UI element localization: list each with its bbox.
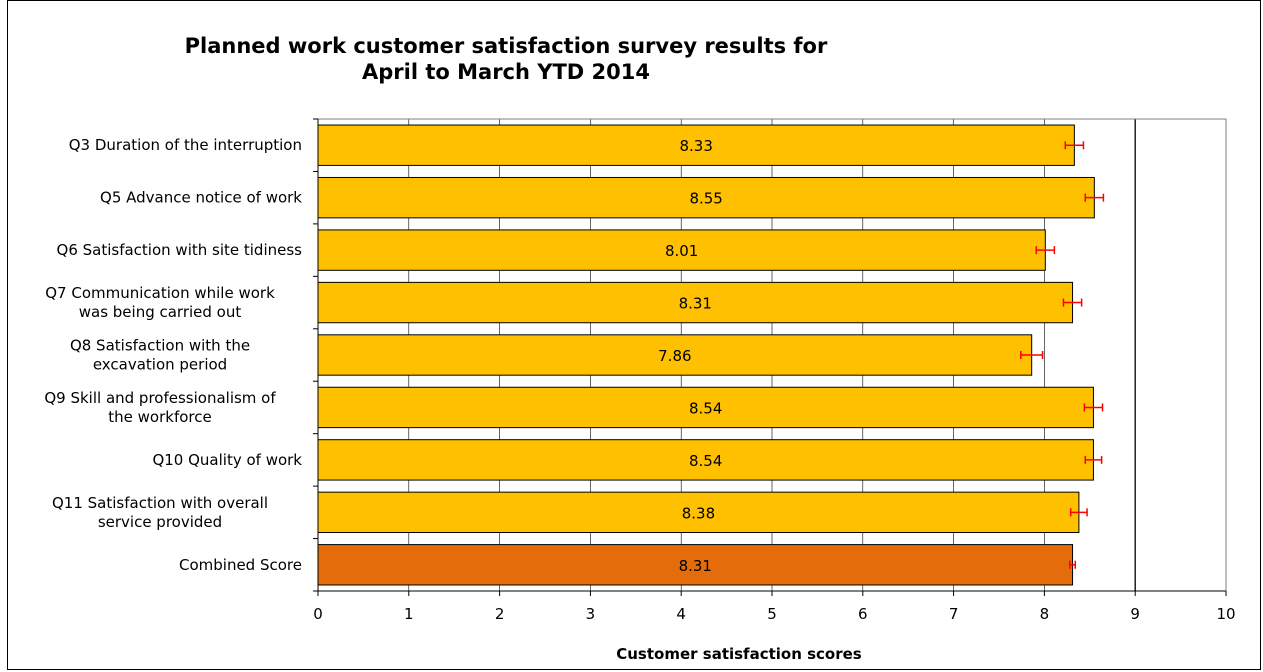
error-bar-4 [1062,298,1083,307]
data-label-6: 8.54 [689,399,722,417]
bar-6 [317,386,1094,429]
bar-8 [317,491,1080,534]
error-bar-2 [1084,193,1105,202]
data-label-3: 8.01 [665,242,698,260]
error-bar-9 [1069,560,1077,569]
data-label-5: 7.86 [658,347,691,365]
category-label-3: Q6 Satisfaction with site tidiness [57,241,303,259]
x-tick-label-0: 0 [313,605,323,623]
x-tick-label-6: 6 [858,605,868,623]
data-label-1: 8.33 [679,137,712,155]
error-bar-5 [1020,351,1044,359]
bar-7 [317,439,1094,481]
x-tick-label-1: 1 [404,605,414,623]
chart-title: Planned work customer satisfaction surve… [184,34,828,84]
error-bar-8 [1069,508,1088,517]
error-bar-3 [1035,246,1056,255]
x-tick-label-10: 10 [1216,605,1235,623]
x-axis-title: Customer satisfaction scores [616,645,862,663]
data-label-7: 8.54 [689,452,722,470]
error-bar-7 [1084,455,1103,464]
x-tick-label-3: 3 [586,605,596,623]
bar-1 [317,124,1075,166]
error-bar-6 [1083,403,1104,412]
category-label-9: Combined Score [179,556,302,574]
x-tick-label-8: 8 [1040,605,1050,623]
category-label-2: Q5 Advance notice of work [100,189,302,207]
error-bar-1 [1064,141,1085,150]
x-tick-label-5: 5 [767,605,777,623]
category-label-1: Q3 Duration of the interruption [69,136,302,154]
category-label-8: Q11 Satisfaction with overall service pro… [52,494,268,531]
bar-9 [317,544,1074,586]
data-label-2: 8.55 [689,190,722,208]
category-label-7: Q10 Quality of work [152,451,302,469]
category-label-6: Q9 Skill and professionalism of the workf… [44,389,276,426]
x-tick-label-9: 9 [1130,605,1140,623]
category-label-5: Q8 Satisfaction with the excavation perio… [70,337,250,374]
axes [313,118,1227,596]
labels: 0 1 2 3 4 5 6 7 8 9 10 8.33 Q3 Duration of the inter… [44,136,1235,623]
category-label-4: Q7 Communication while work was being car… [45,284,275,321]
x-tick-label-2: 2 [495,605,505,623]
data-label-8: 8.38 [682,504,715,522]
x-tick-label-4: 4 [676,605,686,623]
bar-5 [317,334,1033,376]
x-tick-label-7: 7 [949,605,959,623]
data-label-4: 8.31 [679,295,712,313]
bar-3 [317,229,1046,271]
data-label-9: 8.31 [679,557,712,575]
